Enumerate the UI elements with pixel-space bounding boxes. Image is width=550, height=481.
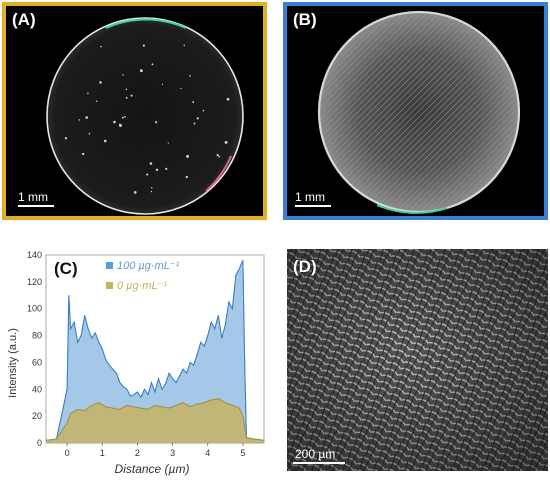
speck [78, 119, 80, 121]
y-tick-label: 80 [32, 331, 42, 341]
speck [125, 96, 128, 99]
speck [122, 74, 124, 76]
panel-label: (C) [54, 259, 78, 278]
speck [224, 140, 228, 144]
panel-d-image [287, 249, 548, 471]
scale-bar [293, 462, 345, 464]
x-tick-label: 3 [170, 448, 175, 458]
speck [155, 121, 158, 124]
speck [139, 69, 143, 73]
speck [151, 187, 153, 189]
y-tick-label: 100 [27, 304, 42, 314]
speck [118, 124, 122, 128]
speck [149, 162, 153, 165]
series-line-1 [45, 398, 265, 441]
speck [88, 132, 91, 135]
speck [87, 92, 89, 95]
sample-disc [47, 18, 243, 214]
legend-label: 100 µg·mL⁻¹ [117, 260, 180, 272]
speck [185, 175, 189, 179]
speck [146, 173, 149, 176]
disc-edge [317, 10, 521, 214]
legend-swatch [106, 262, 113, 269]
panel-label: (D) [293, 257, 317, 276]
speck [133, 191, 137, 194]
scale-bar-label: 1 mm [295, 190, 325, 204]
speck [202, 109, 205, 112]
panel-a-image [46, 17, 244, 215]
y-axis-label: Intensity (a.u.) [7, 328, 19, 398]
panel-label: (A) [12, 10, 36, 29]
x-tick-label: 0 [65, 448, 70, 458]
disc-texture [319, 12, 519, 212]
speck [81, 152, 85, 156]
speck [103, 139, 107, 143]
panel-a: (A) 1 mm [2, 2, 267, 220]
y-tick-label: 40 [32, 384, 42, 394]
speck [193, 122, 196, 125]
x-axis-label: Distance (µm) [115, 462, 190, 476]
disc-edge [46, 17, 244, 215]
speck [161, 83, 164, 86]
speck [150, 190, 153, 193]
intensity-chart: 0 20 40 60 80 100 120 140 0 1 2 3 4 5 Intensity (a.u.… [7, 250, 265, 476]
speck [99, 81, 102, 84]
speck [151, 63, 154, 66]
speck [124, 115, 126, 118]
speck [186, 154, 190, 158]
x-tick-label: 4 [205, 448, 210, 458]
scale-bar [18, 205, 54, 207]
panel-b-image [317, 10, 521, 214]
speckles [64, 44, 230, 194]
legend-swatch [106, 282, 113, 289]
speck [196, 117, 199, 120]
x-tick-label: 5 [240, 448, 245, 458]
speck [100, 45, 102, 48]
speck [226, 97, 230, 101]
panel-b: (B) 1 mm [283, 2, 548, 220]
y-tick-label: 20 [32, 411, 42, 421]
speck [130, 94, 133, 97]
scale-bar [295, 205, 331, 207]
disc-edge-highlight [376, 204, 448, 214]
series-line-0 [45, 260, 265, 441]
speck [180, 87, 182, 90]
speck [85, 116, 89, 119]
disc-edge-highlight [105, 18, 187, 29]
panel-c: 0 20 40 60 80 100 120 140 0 1 2 3 4 5 Intensity (a.u.… [2, 245, 268, 479]
micrograph-shading [287, 249, 548, 471]
legend: 100 µg·mL⁻¹ 0 µg·mL⁻¹ [106, 260, 180, 292]
speck [183, 44, 185, 47]
x-tick-label: 2 [135, 448, 140, 458]
speck [125, 88, 128, 91]
legend-label: 0 µg·mL⁻¹ [117, 280, 167, 292]
speck [64, 137, 68, 140]
speck [95, 100, 98, 103]
speck [165, 167, 168, 170]
speck [121, 116, 124, 119]
speck [142, 44, 145, 47]
speck [167, 142, 169, 144]
x-tick-label: 1 [100, 448, 105, 458]
panel-label: (B) [293, 10, 317, 29]
speck [218, 155, 221, 158]
scale-bar-label: 1 mm [18, 190, 48, 204]
y-tick-label: 60 [32, 357, 42, 367]
panel-d: (D) 200 µm [287, 249, 548, 471]
y-tick-label: 140 [27, 250, 42, 260]
y-tick-label: 0 [37, 438, 42, 448]
speck [113, 120, 116, 124]
speck [189, 75, 191, 77]
speck [155, 168, 159, 172]
speck [216, 153, 219, 157]
y-tick-label: 120 [27, 277, 42, 287]
scale-bar-label: 200 µm [295, 447, 336, 461]
disc-edge-highlight [205, 155, 232, 192]
speck [192, 101, 195, 104]
